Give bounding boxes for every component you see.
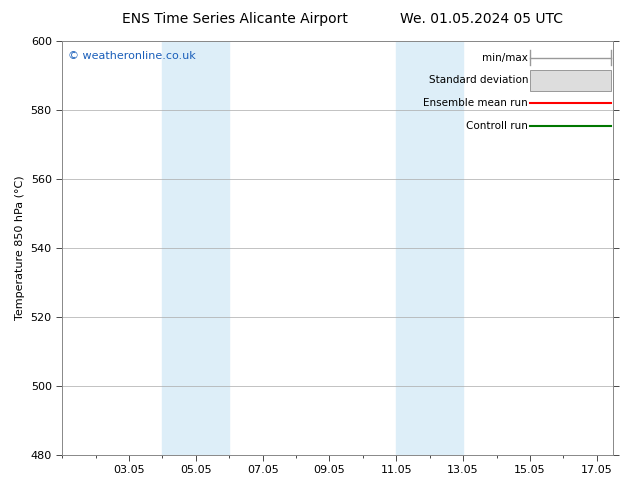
Bar	[162, 41, 230, 455]
Text: © weatheronline.co.uk: © weatheronline.co.uk	[68, 51, 195, 61]
Text: Ensemble mean run: Ensemble mean run	[424, 98, 528, 108]
Text: Standard deviation: Standard deviation	[429, 75, 528, 85]
Text: We. 01.05.2024 05 UTC: We. 01.05.2024 05 UTC	[400, 12, 564, 26]
Bar	[529, 70, 611, 91]
Bar	[396, 41, 463, 455]
Text: min/max: min/max	[482, 52, 528, 63]
Text: Controll run: Controll run	[466, 121, 528, 131]
Text: ENS Time Series Alicante Airport: ENS Time Series Alicante Airport	[122, 12, 347, 26]
Y-axis label: Temperature 850 hPa (°C): Temperature 850 hPa (°C)	[15, 175, 25, 320]
